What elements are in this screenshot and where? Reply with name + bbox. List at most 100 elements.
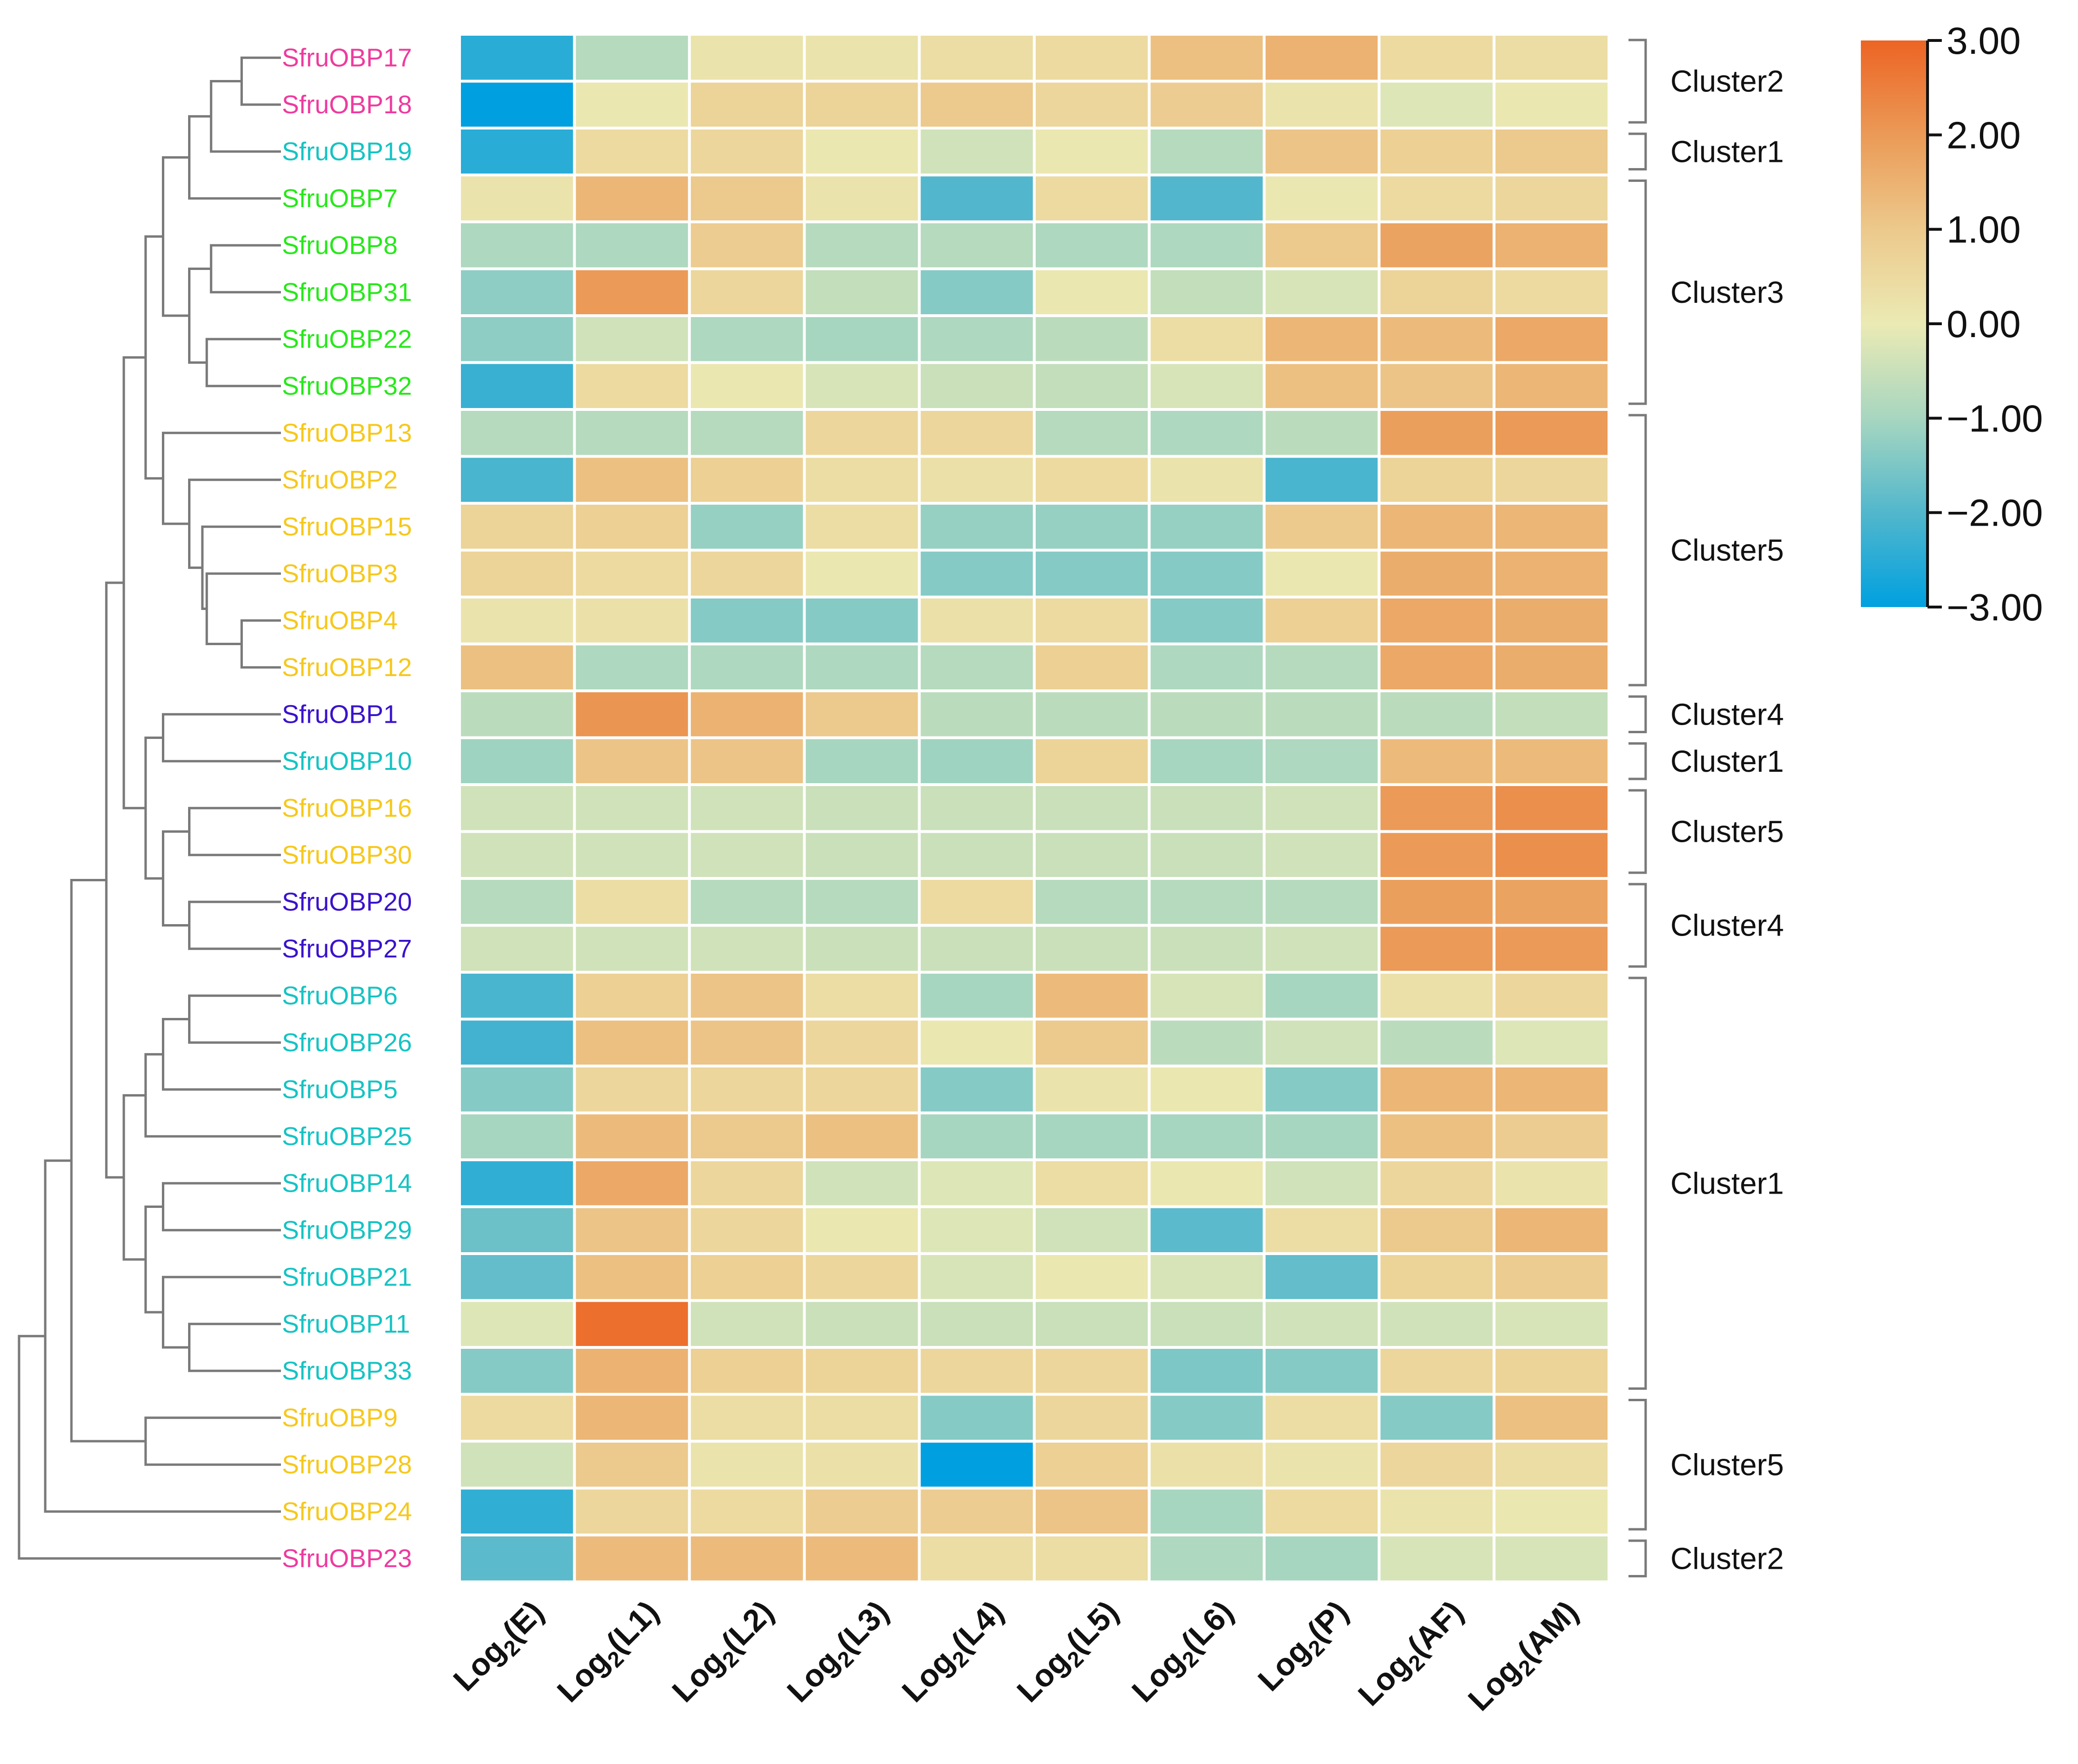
- cell-sfruobp12-l6: [1150, 645, 1263, 689]
- cell-sfruobp21-e: [461, 1255, 573, 1299]
- cell-sfruobp29-l2: [690, 1208, 803, 1252]
- cell-sfruobp10-e: [461, 739, 573, 783]
- cell-sfruobp25-l6: [1150, 1114, 1263, 1158]
- cell-sfruobp9-l5: [1036, 1395, 1148, 1440]
- cell-sfruobp27-l6: [1150, 927, 1263, 971]
- row-label-sfruobp5: SfruOBP5: [282, 1075, 398, 1104]
- cell-sfruobp24-l4: [920, 1489, 1033, 1534]
- cell-sfruobp13-l6: [1150, 411, 1263, 455]
- cell-sfruobp5-am: [1495, 1067, 1608, 1112]
- cluster-label-cluster2: Cluster2: [1670, 64, 1784, 99]
- cell-sfruobp7-l3: [806, 176, 918, 220]
- cell-sfruobp33-p: [1265, 1349, 1378, 1393]
- cell-sfruobp26-e: [461, 1020, 573, 1065]
- cell-sfruobp22-p: [1265, 317, 1378, 361]
- cell-sfruobp12-l1: [576, 645, 688, 689]
- row-label-sfruobp8: SfruOBP8: [282, 231, 398, 259]
- cell-sfruobp19-l1: [576, 130, 688, 174]
- cluster-label-cluster3: Cluster3: [1670, 275, 1784, 309]
- cell-sfruobp24-af: [1380, 1489, 1493, 1534]
- cluster-label-cluster1: Cluster1: [1670, 134, 1784, 169]
- cell-sfruobp7-l2: [690, 176, 803, 220]
- cell-sfruobp9-l1: [576, 1395, 688, 1440]
- cluster-bracket-10: [1628, 1539, 1647, 1577]
- row-label-sfruobp10: SfruOBP10: [282, 747, 412, 776]
- cluster-brackets: Cluster2 Cluster1 Cluster3 Cluster5 Cluster4…: [1628, 39, 1784, 1577]
- cell-sfruobp20-l5: [1036, 880, 1148, 924]
- cell-sfruobp21-l2: [690, 1255, 803, 1299]
- cell-sfruobp31-e: [461, 270, 573, 314]
- cell-sfruobp4-l5: [1036, 598, 1148, 643]
- row-label-sfruobp3: SfruOBP3: [282, 559, 398, 588]
- cell-sfruobp16-l2: [690, 786, 803, 830]
- cell-sfruobp3-l5: [1036, 551, 1148, 596]
- cell-sfruobp22-l2: [690, 317, 803, 361]
- row-dendrogram: [18, 56, 281, 1560]
- cell-sfruobp30-l4: [920, 833, 1033, 877]
- cell-sfruobp14-p: [1265, 1161, 1378, 1206]
- cell-sfruobp13-af: [1380, 411, 1493, 455]
- cell-sfruobp6-l4: [920, 974, 1033, 1018]
- cell-sfruobp2-l3: [806, 458, 918, 502]
- cell-sfruobp3-e: [461, 551, 573, 596]
- cell-sfruobp33-l4: [920, 1349, 1033, 1393]
- cell-sfruobp16-am: [1495, 786, 1608, 830]
- row-label-sfruobp27: SfruOBP27: [282, 935, 412, 963]
- cell-sfruobp18-l5: [1036, 82, 1148, 127]
- row-label-sfruobp26: SfruOBP26: [282, 1028, 412, 1057]
- cell-sfruobp7-af: [1380, 176, 1493, 220]
- cell-sfruobp4-l2: [690, 598, 803, 643]
- cell-sfruobp23-l3: [806, 1536, 918, 1581]
- cell-sfruobp25-e: [461, 1114, 573, 1158]
- row-label-sfruobp30: SfruOBP30: [282, 841, 412, 869]
- cell-sfruobp3-l1: [576, 551, 688, 596]
- row-label-sfruobp14: SfruOBP14: [282, 1169, 412, 1197]
- cell-sfruobp15-e: [461, 505, 573, 549]
- cell-sfruobp20-l4: [920, 880, 1033, 924]
- cell-sfruobp29-am: [1495, 1208, 1608, 1252]
- cell-sfruobp27-l5: [1036, 927, 1148, 971]
- cell-sfruobp26-l5: [1036, 1020, 1148, 1065]
- cell-sfruobp15-l4: [920, 505, 1033, 549]
- cell-sfruobp11-l5: [1036, 1302, 1148, 1346]
- cell-sfruobp30-l1: [576, 833, 688, 877]
- cell-sfruobp9-af: [1380, 1395, 1493, 1440]
- cell-sfruobp15-p: [1265, 505, 1378, 549]
- cell-sfruobp4-p: [1265, 598, 1378, 643]
- cell-sfruobp2-l4: [920, 458, 1033, 502]
- cell-sfruobp2-l6: [1150, 458, 1263, 502]
- colorbar-gradient: [1861, 40, 1928, 607]
- cell-sfruobp13-l3: [806, 411, 918, 455]
- cell-sfruobp32-am: [1495, 364, 1608, 408]
- row-label-sfruobp9: SfruOBP9: [282, 1404, 398, 1432]
- cell-sfruobp10-l4: [920, 739, 1033, 783]
- cell-sfruobp4-am: [1495, 598, 1608, 643]
- cell-sfruobp11-l3: [806, 1302, 918, 1346]
- cell-sfruobp29-l4: [920, 1208, 1033, 1252]
- cell-sfruobp24-am: [1495, 1489, 1608, 1534]
- cell-sfruobp26-l1: [576, 1020, 688, 1065]
- cluster-bracket-6: [1628, 789, 1647, 874]
- row-label-sfruobp33: SfruOBP33: [282, 1356, 412, 1385]
- cell-sfruobp15-l5: [1036, 505, 1148, 549]
- cell-sfruobp1-l5: [1036, 692, 1148, 737]
- cell-sfruobp21-p: [1265, 1255, 1378, 1299]
- cell-sfruobp10-l5: [1036, 739, 1148, 783]
- cell-sfruobp6-p: [1265, 974, 1378, 1018]
- cell-sfruobp6-e: [461, 974, 573, 1018]
- cell-sfruobp14-l1: [576, 1161, 688, 1206]
- cell-sfruobp5-l6: [1150, 1067, 1263, 1112]
- cell-sfruobp26-af: [1380, 1020, 1493, 1065]
- cell-sfruobp5-af: [1380, 1067, 1493, 1112]
- cell-sfruobp21-l1: [576, 1255, 688, 1299]
- row-label-sfruobp25: SfruOBP25: [282, 1122, 412, 1151]
- row-label-sfruobp1: SfruOBP1: [282, 700, 398, 728]
- cell-sfruobp32-af: [1380, 364, 1493, 408]
- row-label-sfruobp19: SfruOBP19: [282, 137, 412, 166]
- cell-sfruobp31-am: [1495, 270, 1608, 314]
- cell-sfruobp9-l6: [1150, 1395, 1263, 1440]
- cell-sfruobp29-l3: [806, 1208, 918, 1252]
- cell-sfruobp16-l3: [806, 786, 918, 830]
- cell-sfruobp20-af: [1380, 880, 1493, 924]
- row-label-sfruobp6: SfruOBP6: [282, 981, 398, 1010]
